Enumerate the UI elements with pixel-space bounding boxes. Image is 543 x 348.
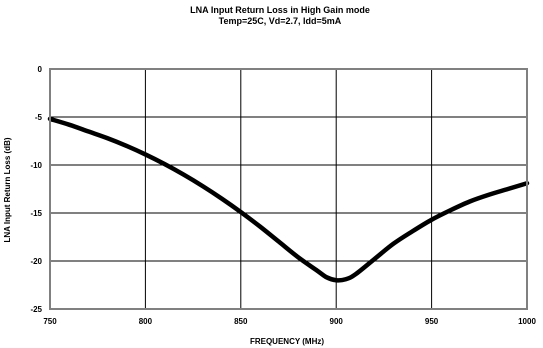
y-tick-label: 0 <box>38 65 43 74</box>
y-tick-label: -20 <box>30 257 42 266</box>
chart-title: LNA Input Return Loss in High Gain mode <box>190 5 370 15</box>
grid <box>49 68 528 310</box>
x-tick-label: 800 <box>139 317 153 326</box>
tick-labels: 750 800 850 900 950 1000 0 -5 -10 -15 -20 -25 <box>30 65 536 326</box>
plot-area <box>49 68 528 310</box>
y-axis-label: LNA Input Return Loss (dB) <box>3 137 12 242</box>
series-layer <box>47 116 530 283</box>
x-tick-label: 900 <box>330 317 344 326</box>
x-tick-label: 750 <box>43 317 57 326</box>
chart-subtitle: Temp=25C, Vd=2.7, Idd=5mA <box>219 16 342 26</box>
x-tick-label: 950 <box>425 317 439 326</box>
x-tick-label: 1000 <box>518 317 536 326</box>
x-tick-label: 850 <box>234 317 248 326</box>
series-line <box>47 116 530 283</box>
y-tick-label: -15 <box>30 209 42 218</box>
y-tick-label: -10 <box>30 161 42 170</box>
y-tick-label: -25 <box>30 305 42 314</box>
x-axis-label: FREQUENCY (MHz) <box>250 337 324 346</box>
y-tick-label: -5 <box>35 113 43 122</box>
